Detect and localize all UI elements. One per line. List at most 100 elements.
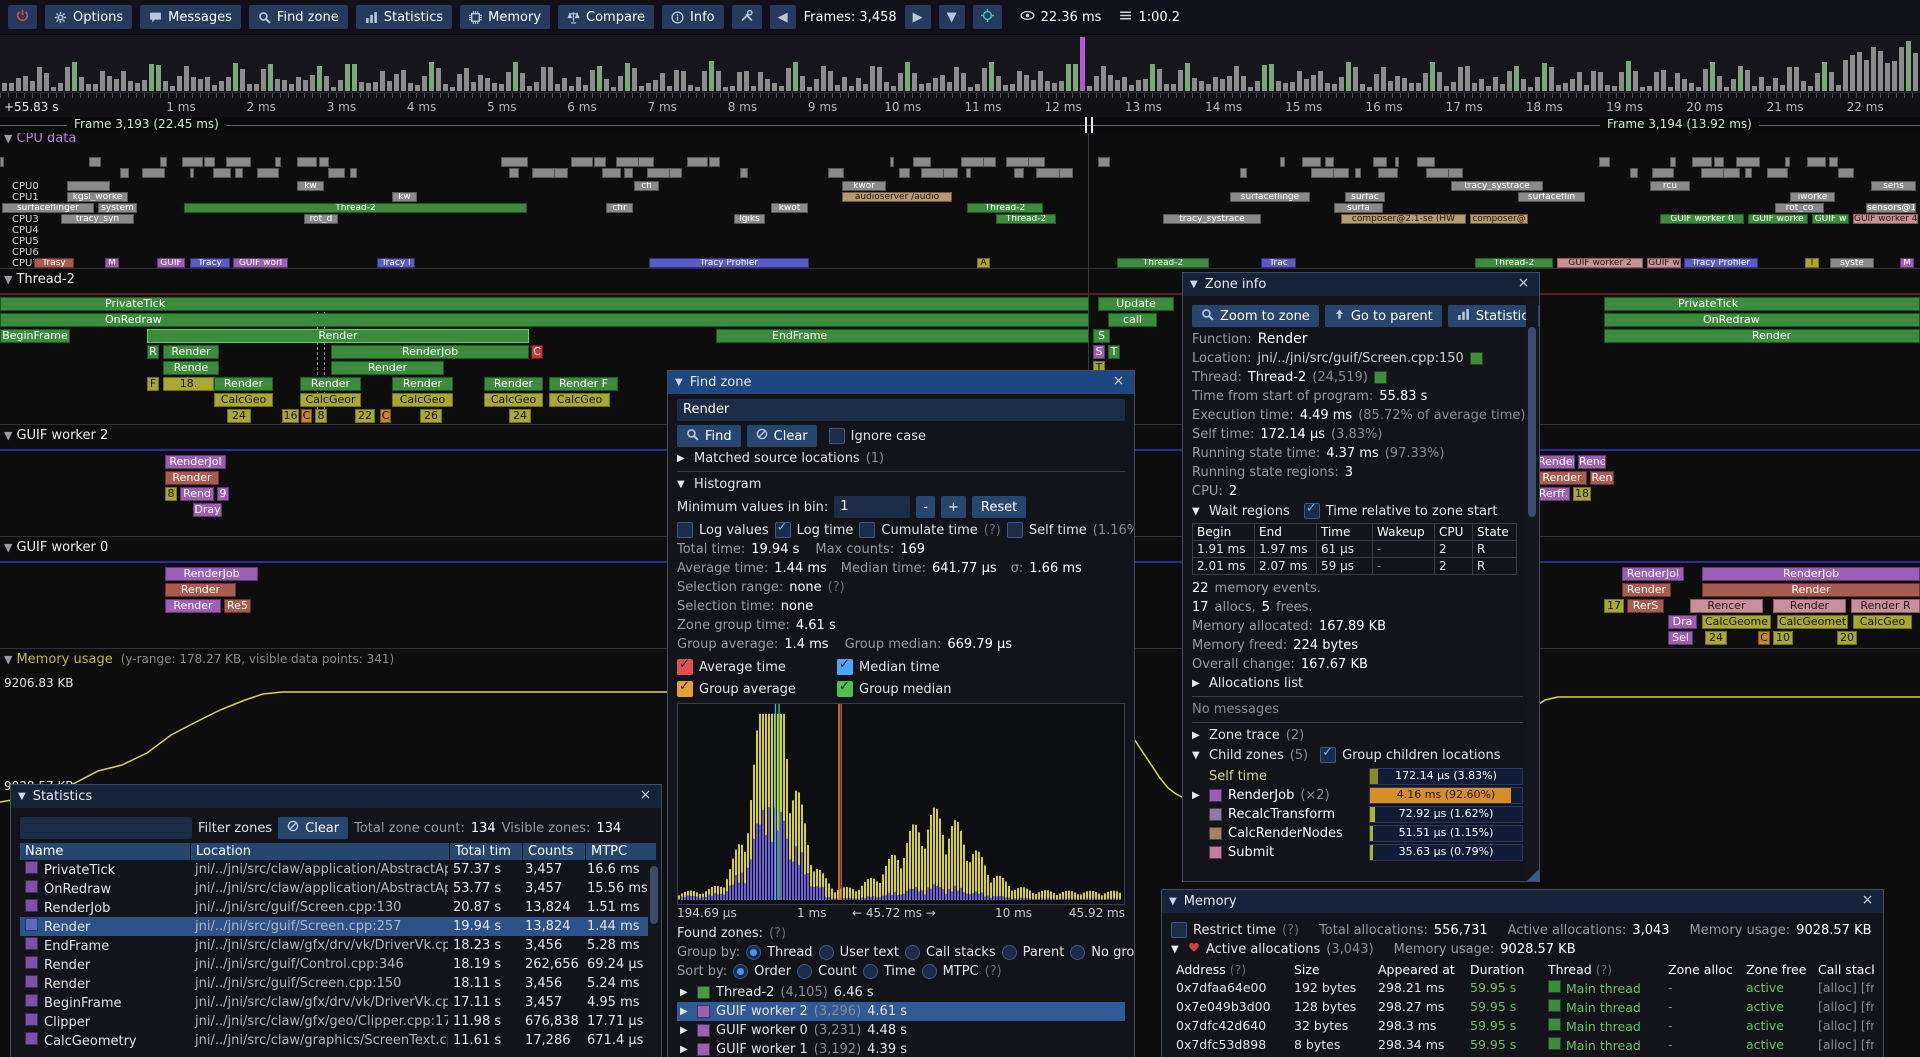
frame-bar[interactable]: [814, 79, 819, 91]
frame-bar[interactable]: [1017, 70, 1022, 91]
frame-bar[interactable]: [1199, 80, 1204, 91]
cpu-usage-segment[interactable]: [899, 168, 910, 178]
reset-button[interactable]: Reset: [971, 496, 1027, 518]
cpu-usage-segment[interactable]: [1448, 168, 1464, 178]
frame-bar[interactable]: [1367, 86, 1372, 91]
frame-boundary-row[interactable]: Frame 3,193 (22.45 ms) Frame 3,194 (13.9…: [0, 117, 1920, 133]
frame-bar[interactable]: [1409, 83, 1414, 91]
zone-s[interactable]: S: [1093, 345, 1105, 359]
zone-surfaceflinger[interactable]: surfaceflinger: [2, 203, 94, 213]
frame-bar[interactable]: [1234, 65, 1239, 91]
zone-group-thread-2[interactable]: ▶ Thread-2 (4,105) 6.46 s: [680, 985, 874, 1000]
frame-bar[interactable]: [1514, 65, 1519, 91]
group-by-radio-parent[interactable]: [1001, 945, 1017, 960]
frame-bar[interactable]: [1101, 65, 1106, 91]
frame-bar[interactable]: [611, 86, 616, 91]
toolbar-button-memory[interactable]: Memory: [460, 5, 551, 29]
cpu-usage-segment[interactable]: [646, 168, 670, 178]
close-icon[interactable]: ×: [639, 787, 652, 803]
frame-bar[interactable]: [247, 84, 252, 91]
frame-bar[interactable]: [828, 70, 833, 91]
frame-bar[interactable]: [954, 67, 959, 91]
zone-surfaceflinge[interactable]: surfaceflinge: [1230, 192, 1310, 202]
frame-bar[interactable]: [681, 71, 686, 91]
frame-bar[interactable]: [1024, 74, 1029, 91]
frame-bar[interactable]: [177, 75, 182, 91]
frame-bar[interactable]: [485, 77, 490, 91]
zone-thread-2[interactable]: Thread-2: [1117, 258, 1209, 268]
cpu-usage-segment[interactable]: [593, 157, 606, 167]
frame-bar[interactable]: [863, 83, 868, 91]
frame-bar[interactable]: [1836, 84, 1841, 91]
frame-bar[interactable]: [1591, 71, 1596, 91]
frame-bar[interactable]: [1458, 67, 1463, 91]
frame-bar[interactable]: [660, 72, 665, 91]
collapse-icon[interactable]: ▼: [1169, 896, 1177, 907]
close-icon[interactable]: ×: [1112, 373, 1125, 389]
frame-bar[interactable]: [1521, 78, 1526, 91]
toolbar-button-messages[interactable]: Messages: [140, 5, 241, 29]
zone-group-guif-worker-0[interactable]: ▶ GUIF worker 0 (3,231) 4.48 s: [680, 1023, 908, 1038]
frame-bar[interactable]: [1472, 83, 1477, 91]
cpu-usage-segment[interactable]: [119, 168, 129, 178]
frame-bar[interactable]: [240, 69, 245, 91]
frame-bar[interactable]: [1451, 82, 1456, 91]
zone-lgiks[interactable]: lgiks: [734, 214, 765, 224]
column-header-total-tim[interactable]: Total tim: [450, 843, 522, 860]
frame-bar[interactable]: [156, 64, 161, 91]
cpu-usage-segment[interactable]: [1669, 157, 1676, 167]
frame-bar[interactable]: [1808, 86, 1813, 91]
frame-bar[interactable]: [926, 83, 931, 91]
frame-bar[interactable]: [695, 86, 700, 91]
frame-bar[interactable]: [1738, 65, 1743, 91]
frame-select-button[interactable]: ▼: [938, 5, 965, 29]
cpu-usage-segment[interactable]: [1767, 168, 1789, 178]
frame-bar[interactable]: [968, 86, 973, 91]
group-children-checkbox[interactable]: [1320, 745, 1337, 763]
zone-sensors-1[interactable]: sensors@1: [1866, 203, 1916, 213]
zone-a[interactable]: A: [977, 258, 990, 268]
zone-cfir[interactable]: cfir: [606, 203, 633, 213]
zone-20[interactable]: 20: [1837, 631, 1857, 645]
frame-bar[interactable]: [1696, 86, 1701, 91]
frame-bar[interactable]: [961, 73, 966, 91]
cpu-usage-segment[interactable]: [668, 168, 682, 178]
cpu-usage-segment[interactable]: [1027, 157, 1045, 167]
frame-bar[interactable]: [1675, 73, 1680, 91]
frame-bar[interactable]: [800, 76, 805, 91]
frame-bar[interactable]: [373, 81, 378, 91]
child-zone-recalctransform[interactable]: RecalcTransform 72.92 µs (1.62%): [1192, 805, 1523, 824]
frame-bar[interactable]: [317, 65, 322, 91]
zone-renderjob[interactable]: RenderJob: [1702, 567, 1920, 581]
zone-endframe[interactable]: EndFrame: [716, 329, 1089, 343]
frame-bar[interactable]: [23, 76, 28, 91]
frame-bar[interactable]: [1430, 62, 1435, 91]
zone-guif-worker-4[interactable]: GUIF worker 4: [1853, 214, 1918, 224]
zone-audioserver-audio[interactable]: audioserver /audio: [842, 192, 952, 202]
frame-bar[interactable]: [1402, 77, 1407, 91]
table-row[interactable]: Clipper jni/../jni/src/claw/gfx/geo/Clipp…: [20, 1012, 652, 1031]
zone-render-f[interactable]: Render F: [549, 377, 618, 391]
zone-update[interactable]: Update: [1098, 297, 1174, 311]
frame-bar[interactable]: [436, 67, 441, 91]
toolbar-button-statistics[interactable]: Statistics: [355, 5, 453, 29]
frame-bar[interactable]: [744, 70, 749, 91]
zone-group-guif-worker-1[interactable]: ▶ GUIF worker 1 (3,192) 4.39 s: [680, 1042, 908, 1057]
cpu-usage-segment[interactable]: [0, 157, 4, 167]
zone-guif-w[interactable]: GUIF w: [1647, 258, 1681, 268]
zone-calcgeo[interactable]: CalcGeo: [549, 393, 610, 407]
zone-surfac[interactable]: surfac: [1345, 192, 1385, 202]
frame-bar[interactable]: [345, 64, 350, 91]
frame-bar[interactable]: [933, 77, 938, 91]
table-row[interactable]: OnRedraw jni/../jni/src/claw/application/…: [20, 879, 652, 898]
group-by-radio-thread[interactable]: [746, 945, 762, 960]
frame-bar[interactable]: [142, 80, 147, 91]
frame-bar[interactable]: [450, 86, 455, 91]
frame-bar[interactable]: [597, 65, 602, 91]
frame-bar[interactable]: [849, 86, 854, 91]
zone-syste[interactable]: syste: [1830, 258, 1874, 268]
frame-bar[interactable]: [1612, 86, 1617, 91]
zone-rend[interactable]: Rend: [180, 487, 214, 501]
zone-m[interactable]: M: [105, 258, 119, 268]
cpu-usage-segment[interactable]: [1302, 157, 1322, 167]
